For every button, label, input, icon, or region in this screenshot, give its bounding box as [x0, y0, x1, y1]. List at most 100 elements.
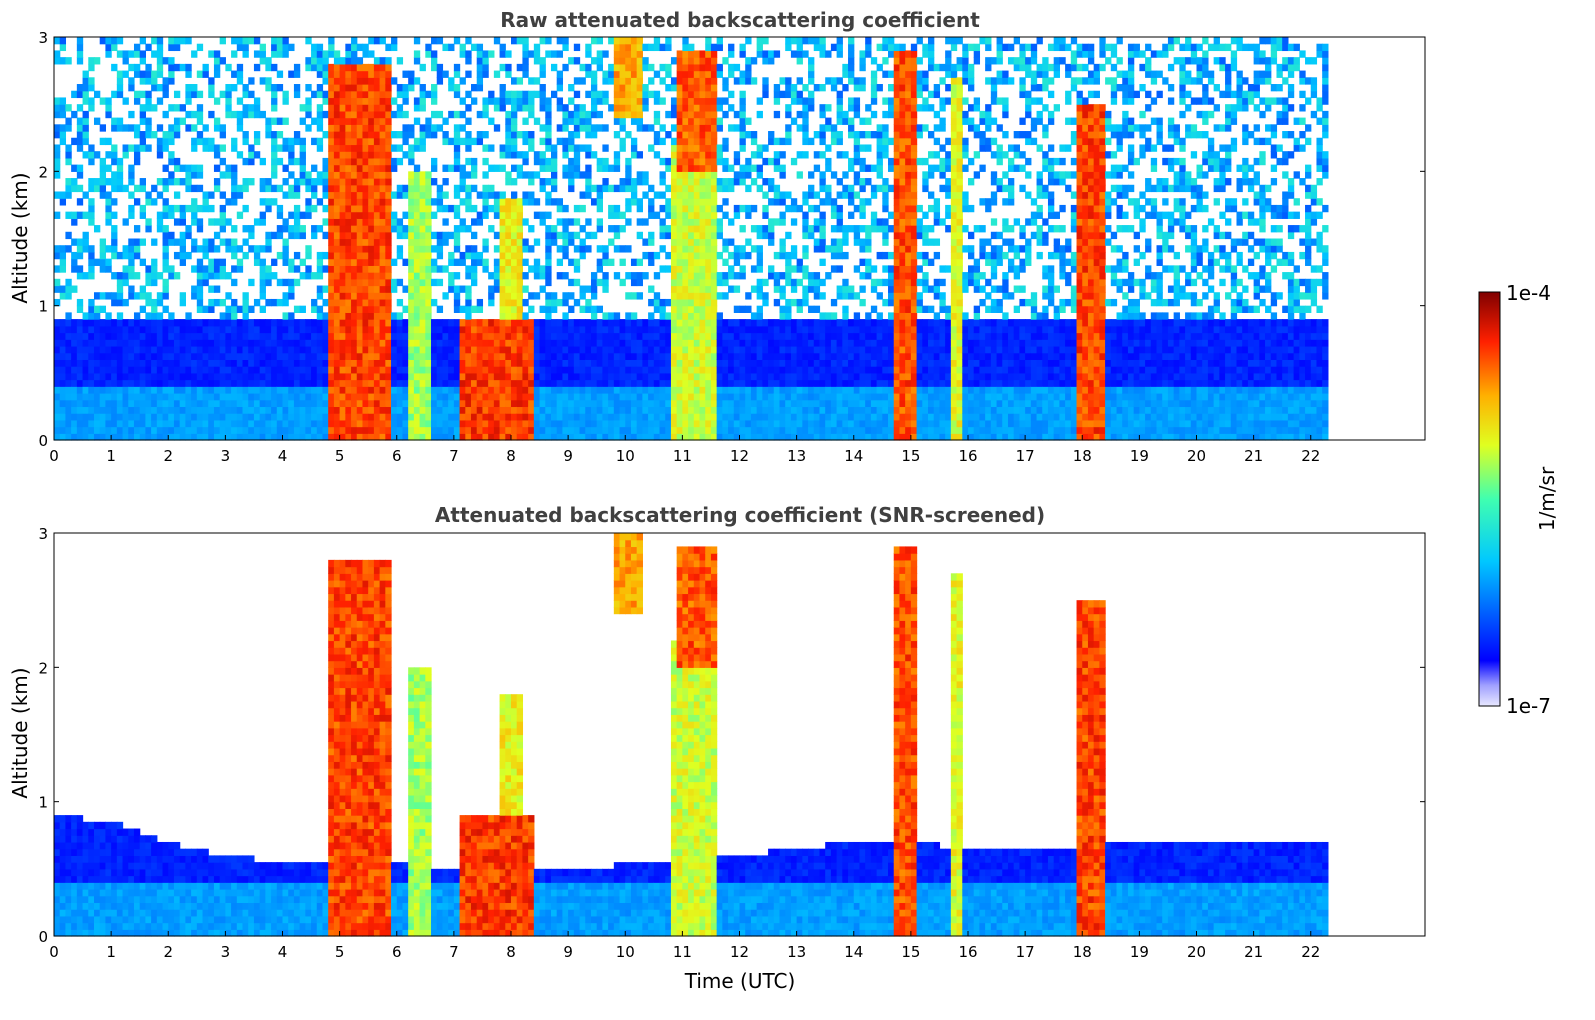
heatmap-cell: [442, 325, 449, 334]
heatmap-cell: [88, 63, 95, 72]
heatmap-cell: [133, 392, 141, 401]
heatmap-cell: [545, 50, 552, 58]
heatmap-cell: [670, 265, 678, 273]
heatmap-cell: [345, 278, 352, 287]
heatmap-cell: [568, 433, 575, 441]
heatmap-cell: [151, 372, 158, 381]
heatmap-cell: [539, 272, 546, 280]
heatmap-cell: [179, 372, 186, 381]
heatmap-cell: [688, 312, 695, 320]
heatmap-cell: [425, 372, 432, 381]
heatmap-cell: [322, 157, 329, 166]
heatmap-cell: [328, 84, 335, 92]
heatmap-cell: [739, 319, 746, 327]
heatmap-cell: [425, 392, 432, 401]
heatmap-cell: [459, 319, 466, 327]
heatmap-cell: [225, 164, 232, 172]
heatmap-cell: [682, 298, 689, 307]
heatmap-cell: [322, 63, 329, 72]
heatmap-cell: [511, 110, 518, 119]
heatmap-cell: [111, 325, 118, 334]
heatmap-cell: [316, 426, 324, 434]
heatmap-cell: [191, 238, 198, 246]
heatmap-cell: [385, 406, 392, 414]
heatmap-cell: [219, 298, 226, 307]
heatmap-cell: [676, 204, 683, 213]
heatmap-cell: [471, 305, 478, 313]
heatmap-cell: [196, 90, 204, 99]
heatmap-cell: [248, 178, 255, 186]
heatmap-cell: [242, 90, 249, 99]
heatmap-cell: [242, 413, 249, 421]
heatmap-cell: [345, 144, 352, 152]
heatmap-cell: [739, 43, 746, 52]
heatmap-cell: [213, 50, 221, 58]
heatmap-cell: [259, 292, 266, 300]
heatmap-cell: [208, 285, 215, 293]
heatmap-cell: [528, 399, 535, 408]
heatmap-cell: [373, 245, 381, 253]
heatmap-cell: [133, 70, 141, 78]
heatmap-cell: [556, 124, 564, 132]
heatmap-cell: [476, 305, 484, 313]
heatmap-cell: [368, 339, 375, 347]
heatmap-cell: [716, 178, 723, 186]
heatmap-cell: [105, 110, 112, 119]
heatmap-cell: [133, 413, 141, 421]
heatmap-cell: [476, 325, 484, 334]
heatmap-cell: [328, 131, 335, 139]
heatmap-cell: [413, 57, 421, 65]
heatmap-cell: [413, 97, 421, 105]
heatmap-cell: [448, 325, 455, 334]
heatmap-cell: [288, 332, 295, 340]
heatmap-cell: [133, 339, 141, 347]
heatmap-cell: [448, 43, 455, 52]
heatmap-cell: [236, 406, 244, 414]
heatmap-cell: [545, 225, 552, 233]
heatmap-cell: [425, 211, 432, 219]
heatmap-cell: [54, 245, 61, 253]
heatmap-cell: [362, 312, 369, 320]
heatmap-cell: [196, 345, 204, 354]
heatmap-cell: [351, 84, 358, 92]
heatmap-cell: [356, 104, 364, 112]
heatmap-cell: [653, 211, 661, 219]
heatmap-cell: [76, 392, 84, 401]
heatmap-cell: [459, 171, 466, 179]
heatmap-cell: [448, 379, 455, 387]
heatmap-cell: [151, 366, 158, 374]
heatmap-cell: [139, 292, 146, 300]
heatmap-cell: [465, 332, 472, 340]
heatmap-cell: [688, 406, 695, 414]
heatmap-cell: [516, 204, 524, 213]
heatmap-cell: [716, 419, 723, 428]
heatmap-cell: [625, 171, 632, 179]
heatmap-cell: [271, 433, 278, 441]
heatmap-cell: [545, 419, 552, 428]
heatmap-cell: [659, 352, 666, 360]
heatmap-cell: [162, 110, 169, 119]
heatmap-cell: [545, 305, 552, 313]
heatmap-cell: [419, 97, 426, 105]
heatmap-cell: [630, 137, 638, 146]
heatmap-cell: [505, 386, 512, 394]
heatmap-cell: [259, 265, 266, 273]
heatmap-cell: [99, 305, 107, 313]
heatmap-cell: [76, 238, 84, 246]
heatmap-cell: [425, 413, 432, 421]
heatmap-cell: [613, 339, 621, 347]
heatmap-cell: [636, 325, 643, 334]
heatmap-cell: [271, 406, 278, 414]
heatmap-cell: [539, 379, 546, 387]
heatmap-cell: [533, 366, 541, 374]
heatmap-cell: [351, 413, 358, 421]
heatmap-cell: [271, 157, 278, 166]
heatmap-cell: [185, 251, 192, 260]
heatmap-cell: [99, 97, 107, 105]
heatmap-cell: [65, 245, 72, 253]
heatmap-cell: [482, 184, 489, 193]
heatmap-cell: [448, 433, 455, 441]
heatmap-cell: [111, 63, 118, 72]
heatmap-cell: [453, 366, 461, 374]
heatmap-cell: [173, 366, 181, 374]
